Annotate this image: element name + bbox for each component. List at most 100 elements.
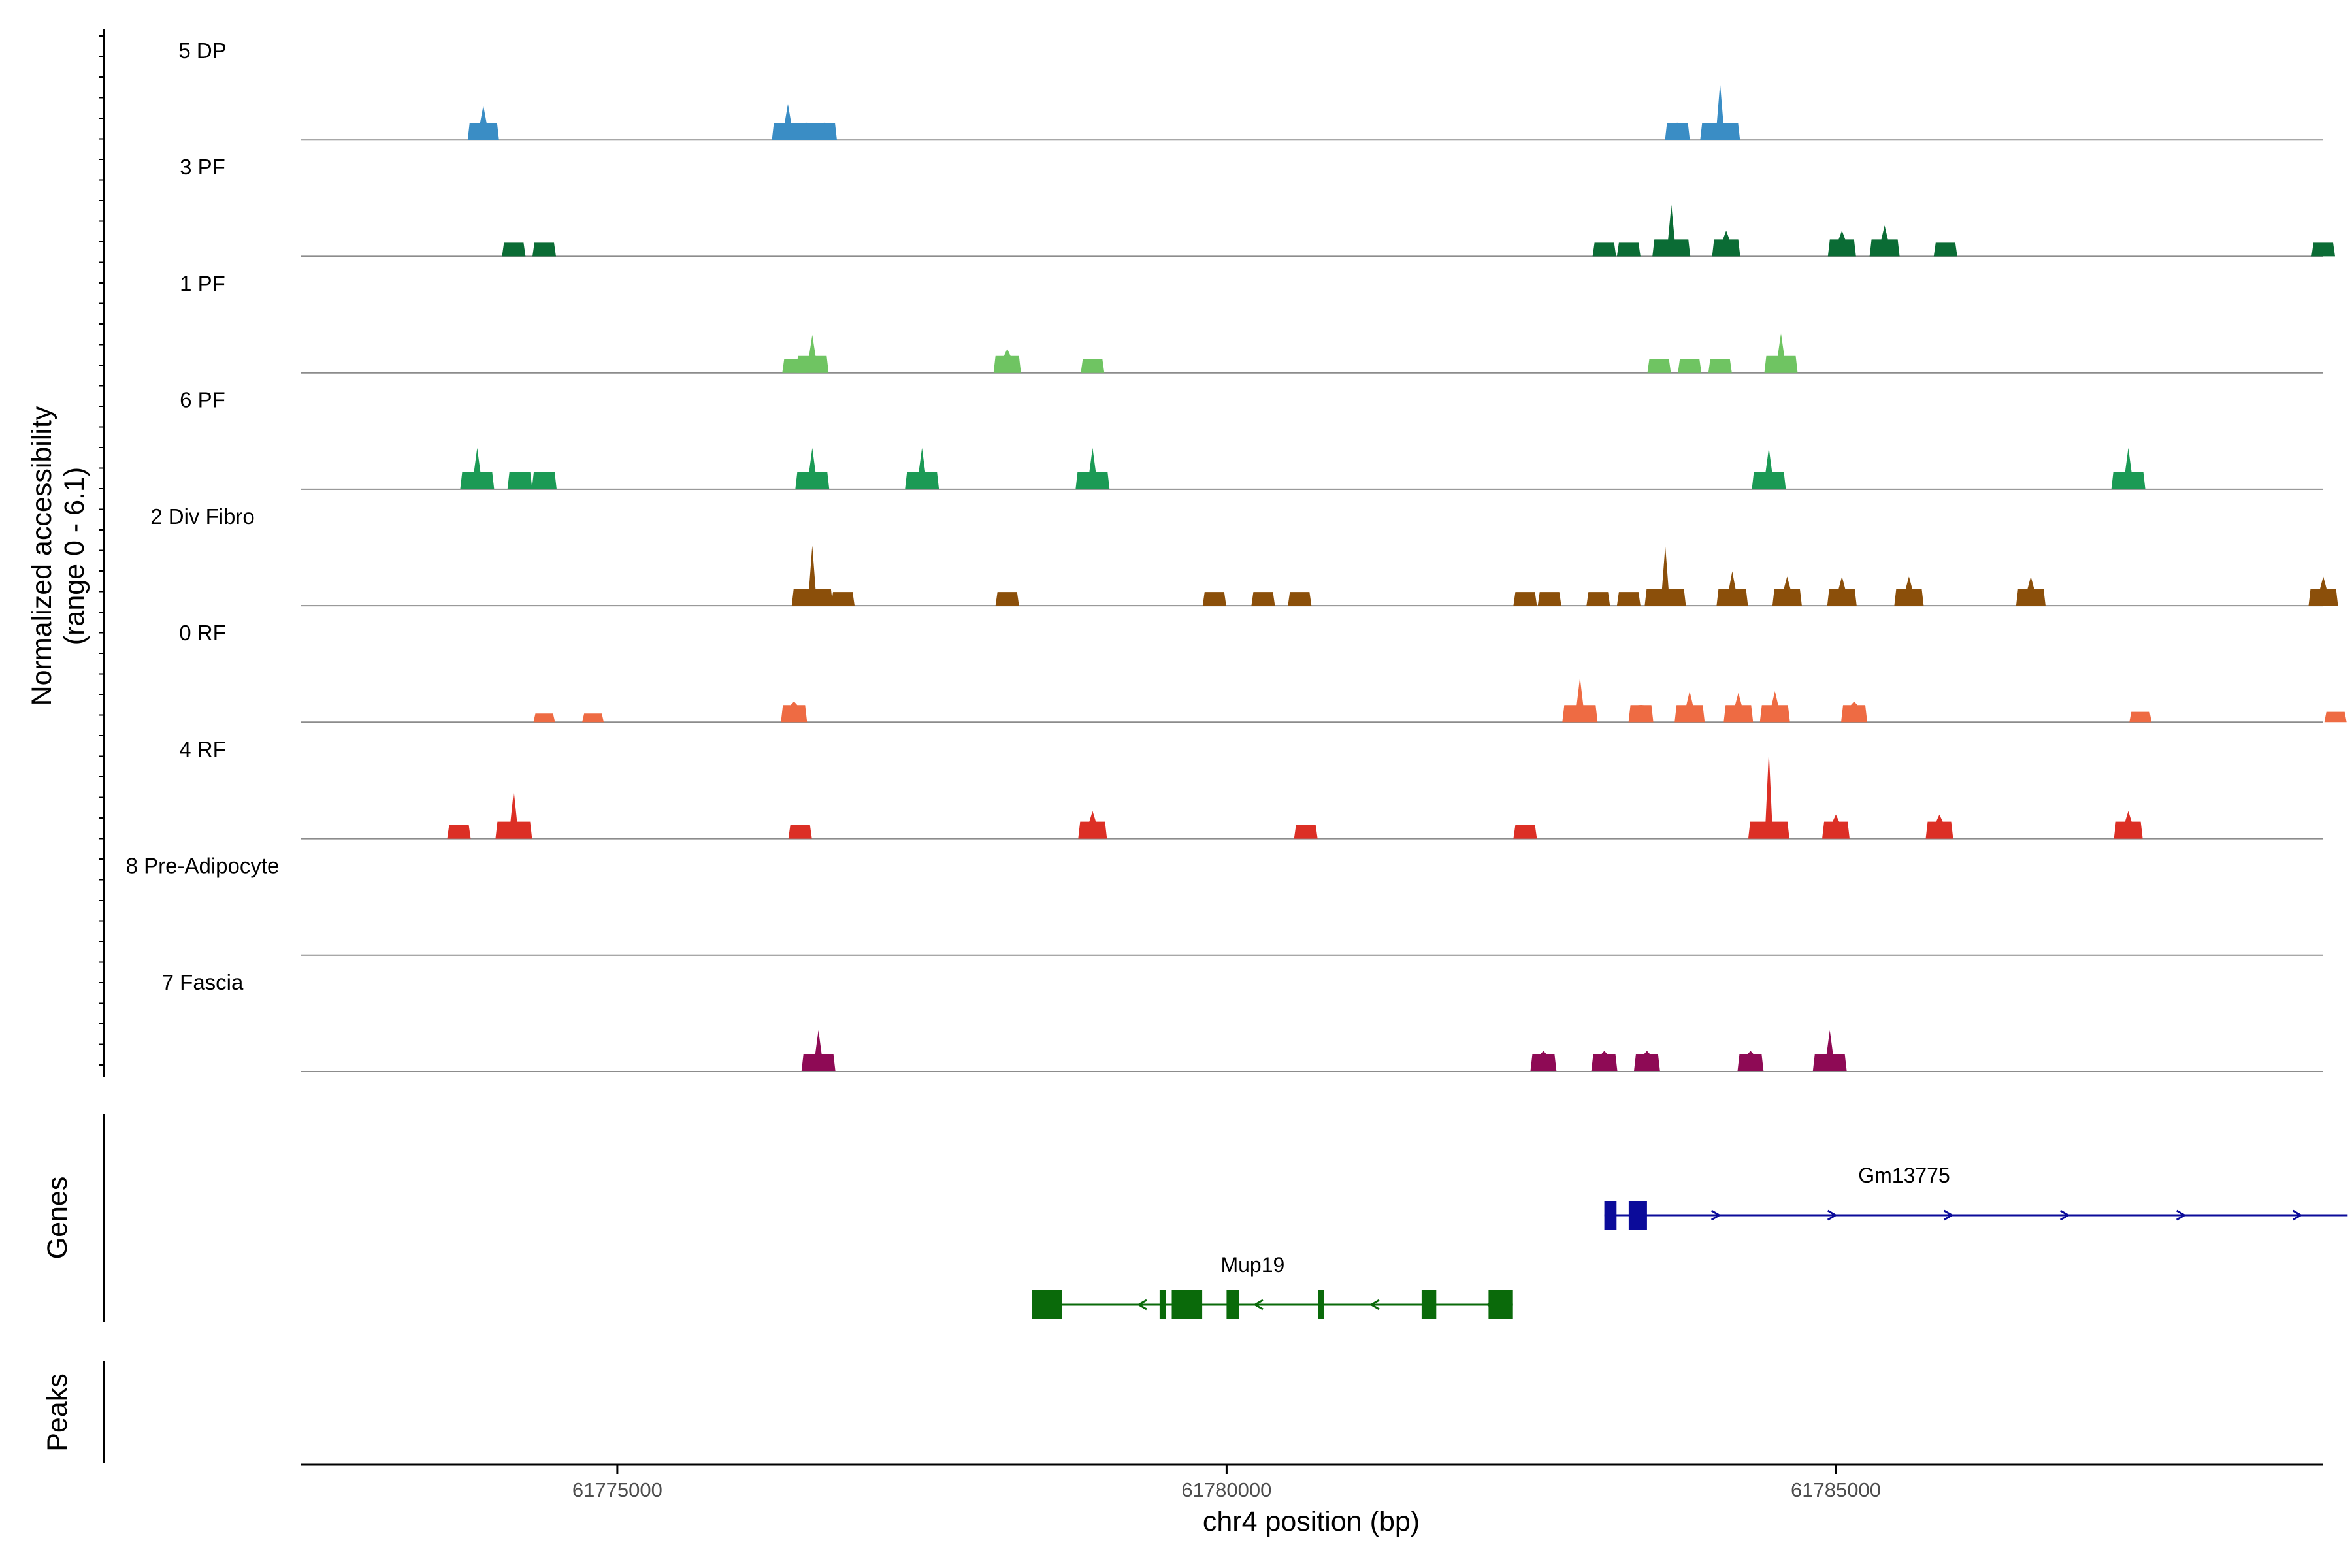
coverage-peak (582, 713, 604, 723)
coverage-peak (831, 592, 855, 606)
strand-arrow (2292, 1209, 2303, 1221)
strand-arrow (1369, 1299, 1380, 1311)
coverage-peak (1616, 242, 1641, 257)
coverage-peak (495, 790, 532, 839)
coverage-peak (812, 122, 837, 140)
coverage-peak (1925, 814, 1953, 839)
track-1-pf: 1 PF (180, 271, 2323, 374)
coverage-peak (1294, 825, 1318, 839)
gene-label: Gm13775 (1858, 1164, 1950, 1187)
track-label: 3 PF (180, 155, 225, 179)
track-label: 2 Div Fibro (150, 504, 255, 529)
coverage-peak (993, 348, 1021, 373)
gene-exon (1226, 1290, 1239, 1319)
gene-exon (1171, 1290, 1203, 1319)
coverage-peak (1737, 1051, 1764, 1071)
coverage-peak (1759, 691, 1790, 723)
coverage-peak (2114, 811, 2143, 839)
coverage-peak (1700, 83, 1740, 140)
coverage-peak (1894, 576, 1924, 606)
strand-arrow (1827, 1209, 1838, 1221)
x-tick-label: 61780000 (1181, 1478, 1271, 1501)
coverage-peak (1644, 546, 1686, 606)
track-7-fascia: 7 Fascia (162, 970, 2323, 1072)
coverage-peak (1764, 333, 1798, 373)
coverage-peak (1827, 231, 1856, 257)
coverage-peak (1586, 592, 1610, 606)
gene-exon (1032, 1290, 1062, 1319)
coverage-peak (2129, 711, 2152, 723)
gene-exon (1421, 1290, 1437, 1319)
gene-exon (1604, 1201, 1617, 1230)
coverage-peak (1616, 592, 1641, 606)
track-label: 6 PF (180, 388, 225, 412)
coverage-peak (1723, 693, 1754, 723)
strand-arrow (2059, 1209, 2070, 1221)
track-label: 7 Fascia (162, 970, 244, 994)
gene-mup19: Mup19 (1032, 1253, 1513, 1319)
coverage-peak (460, 448, 495, 489)
coverage-peak (1202, 592, 1226, 606)
coverage-peak (1537, 592, 1561, 606)
coverage-peak (1513, 825, 1537, 839)
gene-annotations: Gm13775 Mup19 (1032, 1164, 2348, 1319)
coverage-peak (532, 472, 557, 489)
coverage-peak (905, 448, 939, 489)
coverage-peak (1591, 1051, 1618, 1071)
coverage-peak (801, 1030, 836, 1071)
track-label: 0 RF (179, 621, 226, 645)
track-3-pf: 3 PF (180, 155, 2335, 257)
coverage-peak (1841, 701, 1867, 723)
coverage-peak (1075, 448, 1110, 489)
coverage-peak (1712, 231, 1740, 257)
strand-arrow (2176, 1209, 2187, 1221)
coverage-peak (1716, 571, 1748, 606)
track-5-dp: 5 DP (178, 39, 2323, 141)
genes-axis-title: Genes (42, 1177, 73, 1260)
x-tick-label: 61785000 (1791, 1478, 1881, 1501)
strand-arrow (1943, 1209, 1954, 1221)
coverage-peak (1752, 448, 1786, 489)
coverage-peak (1674, 691, 1705, 723)
x-axis-ticks: 61775000617800006178500061790000 (572, 1465, 1881, 1501)
y-axis-range-label: (range 0 - 6.1) (59, 467, 90, 645)
coverage-peak (791, 546, 833, 606)
coverage-peak (1633, 1051, 1660, 1071)
coverage-peak (1822, 814, 1850, 839)
track-4-rf: 4 RF (179, 737, 2323, 840)
coverage-peak (788, 825, 812, 839)
y-axis-title: Normalized accessibility (26, 406, 57, 706)
coverage-peak (532, 242, 556, 257)
coverage-peak (1652, 204, 1691, 257)
coverage-peak (533, 713, 555, 723)
coverage-peak (1665, 122, 1690, 140)
coverage-peak (1592, 242, 1616, 257)
coverage-peak (1078, 811, 1107, 839)
track-label: 1 PF (180, 271, 225, 295)
gene-exon (1628, 1201, 1647, 1230)
coverage-tracks: 5 DP 3 PF 1 PF 6 PF 2 Div Fibro 0 RF 4 RF 8 Pre… (126, 39, 2347, 1072)
track-2-div-fibro: 2 Div Fibro (150, 504, 2338, 607)
coverage-peak (2311, 242, 2335, 257)
coverage-peak (447, 825, 471, 839)
track-label: 4 RF (179, 737, 226, 761)
track-6-pf: 6 PF (180, 388, 2323, 490)
coverage-peak (1812, 1030, 1847, 1071)
peaks-axis-title: Peaks (42, 1373, 73, 1452)
coverage-peak (1081, 359, 1105, 373)
track-label: 8 Pre-Adipocyte (126, 854, 280, 878)
coverage-peak (1288, 592, 1312, 606)
coverage-peak (502, 242, 526, 257)
coverage-peak (1827, 576, 1857, 606)
coverage-peak (2308, 576, 2338, 606)
gene-label: Mup19 (1220, 1253, 1284, 1277)
strand-arrow (1137, 1299, 1147, 1311)
coverage-peak (1647, 359, 1671, 373)
coverage-peak (1513, 592, 1537, 606)
coverage-peak (995, 592, 1019, 606)
coverage-peak (2016, 576, 2046, 606)
coverage-peak (1678, 359, 1702, 373)
coverage-peak (1530, 1051, 1557, 1071)
